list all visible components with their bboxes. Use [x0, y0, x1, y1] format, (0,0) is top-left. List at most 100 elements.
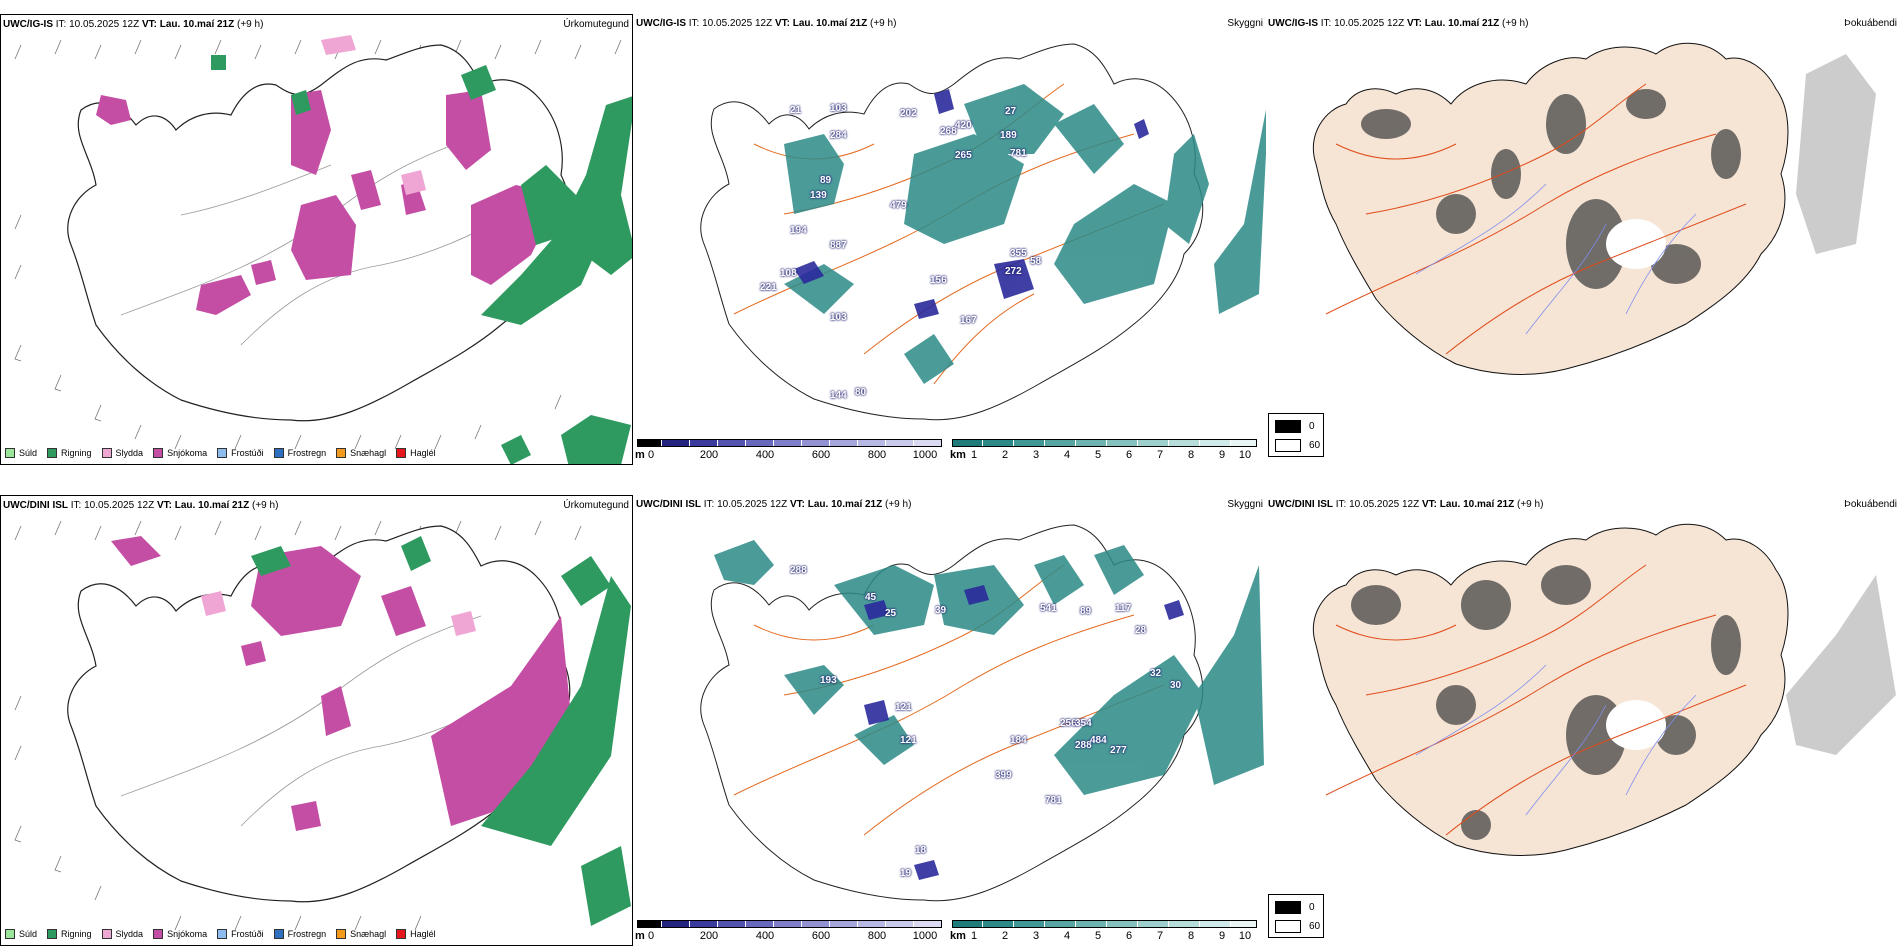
cbar-seg: [690, 920, 718, 928]
ceiling-value-label: 355: [1010, 248, 1027, 259]
fog-map-bottom: [1312, 523, 1896, 856]
ceiling-title-bottom: UWC/DINI ISL IT: 10.05.2025 12Z VT: Lau.…: [636, 499, 912, 510]
swatch-slydda: [101, 929, 112, 939]
ceiling-value-label: 144: [830, 390, 847, 401]
low-ceiling-areas: [864, 585, 1184, 880]
vbar-seg: [1138, 439, 1169, 447]
panel-title: UWC/DINI ISL IT: 10.05.2025 12Z VT: Lau.…: [3, 500, 279, 511]
ceiling-value-label: 89: [820, 175, 832, 186]
ceiling-value-label: 39: [935, 605, 947, 616]
vbar-frame: [952, 920, 1257, 928]
legend-item: Slydda: [101, 448, 143, 458]
cbar-tick: 600: [811, 930, 831, 942]
ceiling-value-label: 193: [820, 675, 837, 686]
precip-type-map-top: [14, 35, 632, 464]
cbar-seg: [662, 920, 690, 928]
vbar-tick: 8: [1187, 449, 1195, 461]
cbar-seg: [830, 439, 858, 447]
cbar-tick: 400: [755, 449, 775, 461]
legend-item: Haglél: [396, 929, 436, 939]
ceiling-colorbar: m 0 200 400 600 800 1000: [635, 920, 942, 942]
vbar-seg: [1200, 920, 1231, 928]
legend-item: Slydda: [101, 929, 143, 939]
ceiling-value-label: 32: [1150, 668, 1162, 679]
legend-item: Frostúði: [217, 929, 264, 939]
panel-name: Úrkomutegund: [563, 500, 629, 511]
precip-legend: Súld Rigning Slydda Snjókoma Frostúði Fr…: [5, 448, 436, 458]
swatch-snaehagl: [336, 448, 347, 458]
panel-title: UWC/DINI ISL IT: 10.05.2025 12Z VT: Lau.…: [1268, 499, 1544, 510]
ceiling-value-label: 265: [955, 150, 972, 161]
ceiling-value-label: 189: [1000, 130, 1017, 141]
ceiling-value-label: 354: [1075, 718, 1092, 729]
ceiling-value-label: 288: [790, 565, 807, 576]
vbar-tick: 4: [1063, 930, 1071, 942]
fog-key-black: [1275, 901, 1301, 914]
visibility-areas: [784, 84, 1266, 384]
vbar-tick: 6: [1125, 449, 1133, 461]
ceiling-value-label: 28: [1135, 625, 1147, 636]
vbar-seg: [1045, 439, 1076, 447]
ceiling-value-label: 167: [960, 315, 977, 326]
vbar-tick: 7: [1156, 449, 1164, 461]
legend-item: Snæhagl: [336, 929, 386, 939]
cbar-seg: [886, 920, 914, 928]
cbar-unit: m: [635, 930, 645, 942]
iceland-land: [1312, 523, 1789, 856]
ceiling-value-label: 479: [890, 200, 907, 211]
vbar-tick: 4: [1063, 449, 1071, 461]
cbar-seg: [690, 439, 718, 447]
sleet-areas: [321, 35, 426, 195]
vbar-seg: [1107, 920, 1138, 928]
legend-item: Súld: [5, 929, 37, 939]
fog-key-top: 0 60: [1268, 413, 1324, 457]
vbar-seg: [1076, 920, 1107, 928]
ceiling-panel-top: Skyggni m 0 200 400 600 800 1000 km: [634, 14, 1266, 465]
ceiling-value-label: 80: [855, 387, 867, 398]
ceiling-value-label: 277: [1110, 745, 1127, 756]
sea-fog: [1786, 575, 1896, 755]
precip-legend: Súld Rigning Slydda Snjókoma Frostúði Fr…: [5, 929, 436, 939]
ceiling-value-label: 45: [865, 592, 877, 603]
swatch-frostudi: [217, 929, 228, 939]
low-ceiling-areas: [794, 89, 1149, 319]
ceiling-value-label: 108: [780, 268, 797, 279]
ceiling-value-label: 781: [1010, 148, 1027, 159]
swatch-sudd: [5, 929, 15, 939]
ceiling-value-label: 288: [1075, 740, 1092, 751]
panel-name: Skyggni: [1227, 18, 1263, 29]
vbar-seg: [1045, 920, 1076, 928]
panel-name: Þokuábendi: [1844, 18, 1897, 29]
cbar-seg: [858, 920, 886, 928]
vbar-seg: [983, 920, 1014, 928]
visibility-areas: [714, 540, 1264, 795]
cbar-tick: 600: [811, 449, 831, 461]
visibility-colorbar: km 1 2 3 4 5 6 7 8 9 10: [950, 439, 1257, 461]
vbar-tick: 3: [1032, 930, 1040, 942]
sleet-areas: [201, 591, 476, 636]
legend-item: Rigning: [47, 448, 92, 458]
vbar-tick: 9: [1218, 449, 1226, 461]
ceiling-value-label: 781: [1045, 795, 1062, 806]
ceiling-value-label: 103: [830, 312, 847, 323]
cbar-seg: [746, 439, 774, 447]
clear-areas: [1606, 219, 1666, 269]
cbar-seg: [746, 920, 774, 928]
vbar-tick: 1: [970, 930, 978, 942]
cbar-tick: 0: [647, 930, 655, 942]
ceiling-value-label: 121: [895, 702, 912, 713]
ceiling-value-label: 19: [900, 868, 912, 879]
panel-name: Úrkomutegund: [563, 19, 629, 30]
precip-type-panel-bottom: UWC/DINI ISL IT: 10.05.2025 12Z VT: Lau.…: [0, 495, 633, 946]
fog-key-white: [1275, 920, 1301, 933]
cbar-tick: 0: [647, 449, 655, 461]
vbar-tick: 5: [1094, 930, 1102, 942]
swatch-snaehagl: [336, 929, 347, 939]
vbar-seg: [1107, 439, 1138, 447]
vbar-seg: [952, 439, 983, 447]
cbar-seg: [718, 439, 746, 447]
cbar-tick: 200: [699, 930, 719, 942]
vbar-tick: 7: [1156, 930, 1164, 942]
swatch-snjokoma: [153, 448, 164, 458]
ceiling-map-bottom: [700, 524, 1264, 902]
